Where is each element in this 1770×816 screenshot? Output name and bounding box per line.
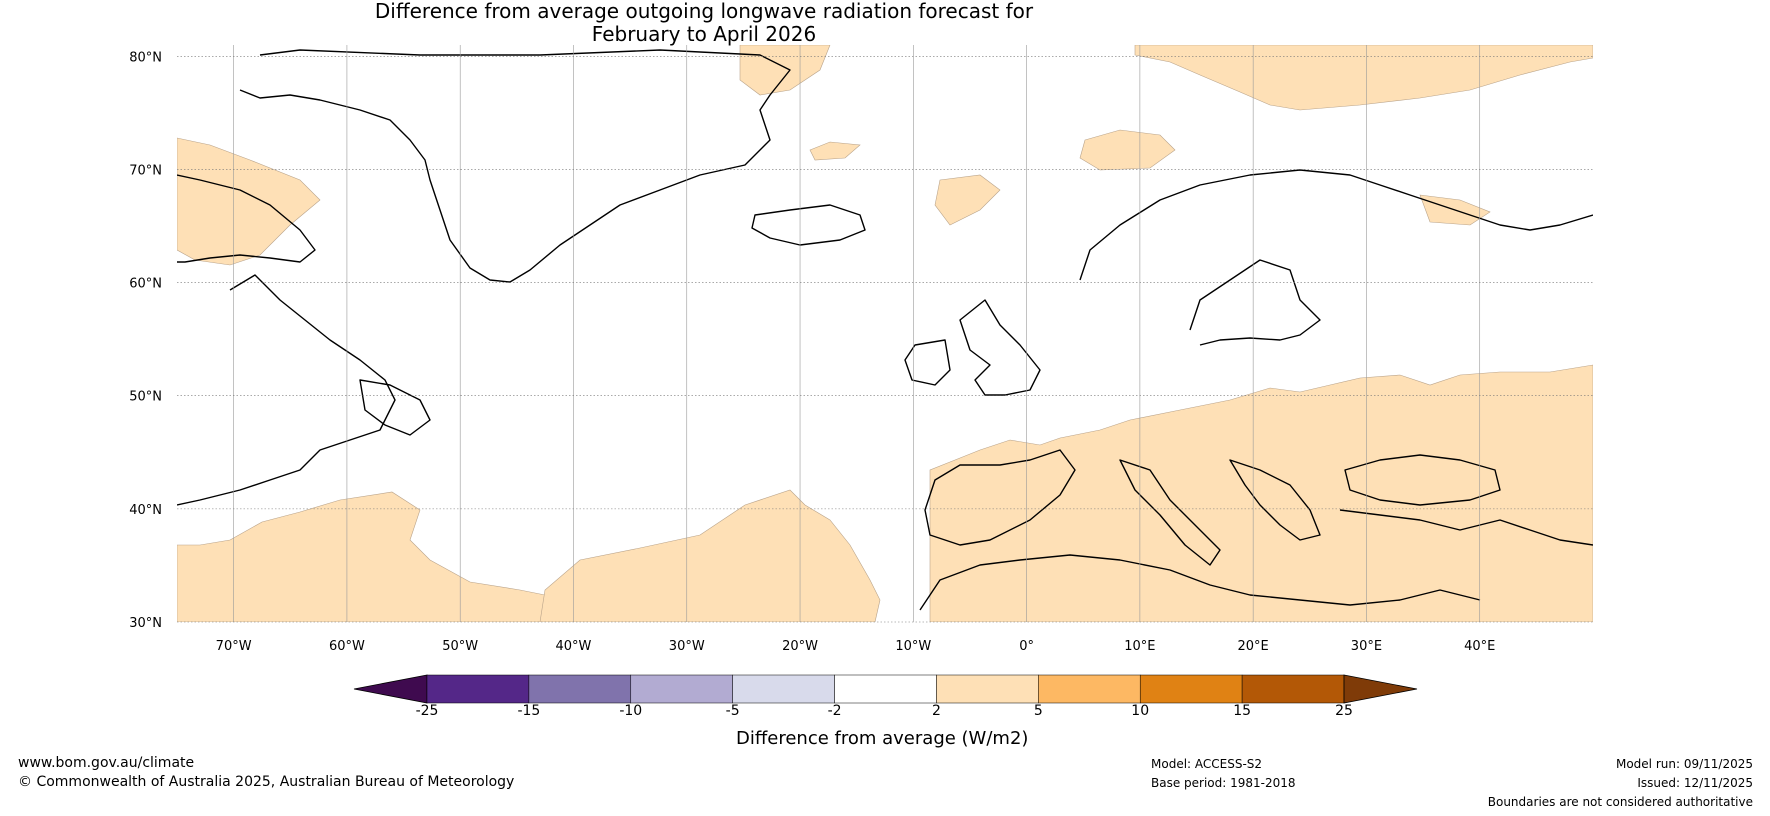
longitude-label: 40°W <box>556 639 592 654</box>
britain-coast <box>959 299 1041 396</box>
anomaly-region-canada-north <box>177 137 321 266</box>
longitude-label: 10°E <box>1124 639 1155 654</box>
title-line-2: February to April 2026 <box>591 22 817 46</box>
balkans-coast <box>1229 459 1321 541</box>
anomaly-shading <box>177 45 1593 622</box>
colorbar-segment <box>732 674 835 704</box>
colorbar-tick-label: -15 <box>517 703 541 719</box>
latitude-label: 60°N <box>129 277 162 292</box>
colorbar-title: Difference from average (W/m2) <box>736 728 1029 749</box>
ireland-coast <box>904 339 951 386</box>
anomaly-region-arctic-svalbard <box>1134 45 1593 111</box>
title-line-1: Difference from average outgoing longwav… <box>374 0 1034 23</box>
iceland-coast <box>751 204 866 246</box>
colorbar-tick-label: -10 <box>619 703 643 719</box>
longitude-label: 60°W <box>329 639 365 654</box>
anomaly-region-subtropical-atlantic <box>539 489 881 622</box>
colorbar-segment <box>1241 674 1345 704</box>
longitude-label: 70°W <box>216 639 252 654</box>
colorbar-segment <box>1139 674 1243 704</box>
anomaly-region-greenland-east <box>739 45 831 96</box>
axis-labels: 70°W 60°W 50°W 40°W 30°W 20°W 10°W 0° 10°E 20°E 30… <box>129 50 1495 654</box>
footer-disclaimer: Boundaries are not considered authoritat… <box>1487 795 1753 809</box>
greenland-coast <box>239 49 791 283</box>
longitude-label: 30°W <box>669 639 705 654</box>
anomaly-region-norwegian-sea <box>934 174 1001 226</box>
latitude-label: 80°N <box>129 50 162 65</box>
colorbar-tick-label: -25 <box>415 703 439 719</box>
north-africa-coast <box>919 554 1481 611</box>
colorbar-segment <box>426 674 530 704</box>
footer-url[interactable]: www.bom.gov.au/climate <box>18 755 195 771</box>
colorbar-tick-label: -5 <box>725 703 740 719</box>
anomaly-region-denmark-strait <box>809 141 861 161</box>
colorbar-extend-high <box>1343 674 1418 704</box>
colorbar-segment <box>528 674 632 704</box>
canada-arctic-coast <box>177 174 316 263</box>
latitude-label: 30°N <box>129 616 162 631</box>
anomaly-region-iceland-north <box>1079 129 1176 171</box>
labrador-coast <box>177 274 396 506</box>
latitude-label: 50°N <box>129 390 162 405</box>
iberia-coast <box>924 449 1076 546</box>
longitude-label: 20°E <box>1238 639 1269 654</box>
colorbar-segment <box>936 674 1039 704</box>
footer-model: Model: ACCESS-S2 <box>1151 757 1263 771</box>
longitude-label: 40°E <box>1464 639 1495 654</box>
latitude-label: 70°N <box>129 163 162 178</box>
colorbar-segment <box>1038 674 1141 704</box>
gridlines <box>177 45 1593 623</box>
colorbar-tick-label: 25 <box>1335 703 1353 719</box>
baltic-coast <box>1189 259 1321 346</box>
longitude-label: 50°W <box>442 639 478 654</box>
italy-coast <box>1119 459 1221 566</box>
latitude-label: 40°N <box>129 503 162 518</box>
colorbar-tick-label: -2 <box>827 703 842 719</box>
longitude-label: 20°W <box>782 639 818 654</box>
footer-base-period: Base period: 1981-2018 <box>1151 776 1296 790</box>
footer-copyright: © Commonwealth of Australia 2025, Austra… <box>18 774 515 790</box>
colorbar-tick-label: 2 <box>931 703 941 719</box>
anomaly-region-mediterranean <box>929 364 1593 622</box>
colorbar-tick-label: 15 <box>1233 703 1252 719</box>
colorbar-segment <box>630 674 733 704</box>
colorbar-extend-low <box>353 674 428 704</box>
colorbar-tick-label: 10 <box>1131 703 1150 719</box>
footer-model-run: Model run: 09/11/2025 <box>1615 757 1753 771</box>
black-sea-coast <box>1344 454 1501 506</box>
longitude-label: 30°E <box>1351 639 1382 654</box>
newfoundland-coast <box>359 379 431 436</box>
colorbar-segment <box>834 674 937 704</box>
colorbar <box>353 674 1418 704</box>
longitude-label: 0° <box>1019 639 1034 654</box>
longitude-label: 10°W <box>895 639 931 654</box>
scandinavia-coast <box>1079 169 1593 281</box>
colorbar-tick-label: 5 <box>1033 703 1043 719</box>
footer-issued: Issued: 12/11/2025 <box>1637 776 1753 790</box>
map-title: Difference from average outgoing longwav… <box>0 0 1408 46</box>
